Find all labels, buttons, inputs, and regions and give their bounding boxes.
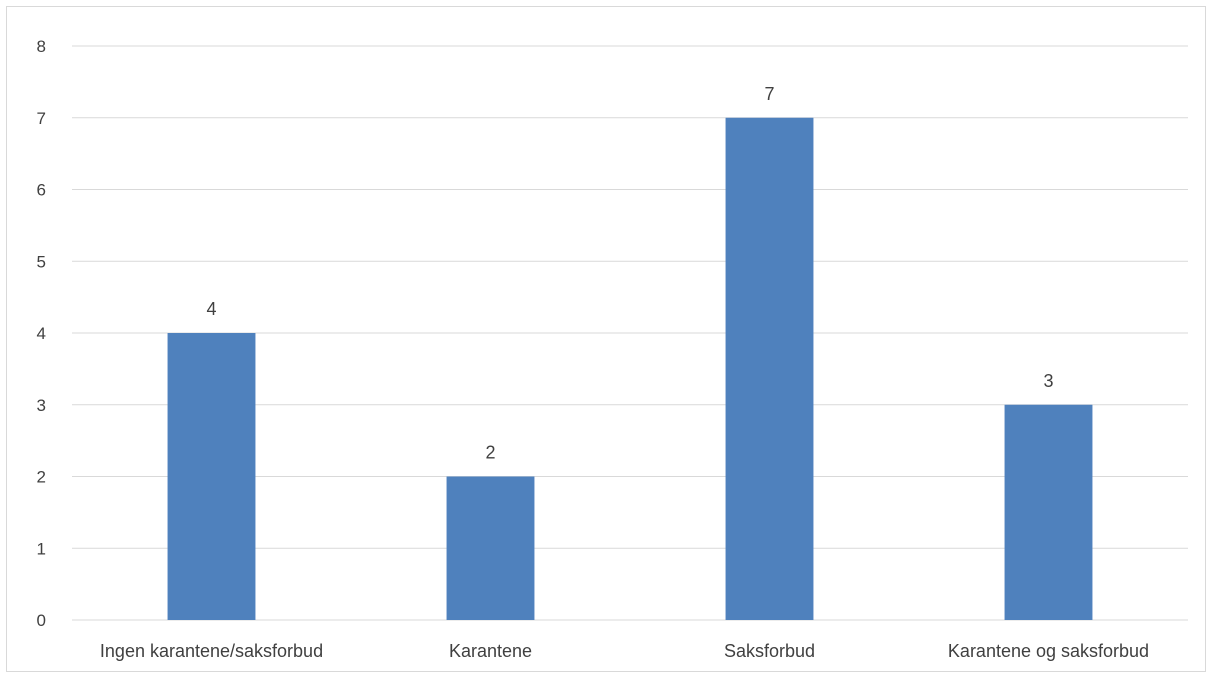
y-tick-label: 1	[37, 539, 46, 558]
category-label-0: Ingen karantene/saksforbud	[100, 641, 323, 661]
y-tick-label: 0	[37, 611, 46, 630]
bar-0	[167, 333, 256, 620]
category-label-3: Karantene og saksforbud	[948, 641, 1149, 661]
bar-1	[446, 476, 535, 620]
x-axis-categories: Ingen karantene/saksforbud Karantene Saksf…	[100, 641, 1149, 661]
gridlines	[72, 45, 1188, 621]
y-tick-label: 7	[37, 109, 46, 128]
y-tick-label: 5	[37, 252, 46, 271]
y-tick-label: 3	[37, 396, 46, 415]
bar-2	[725, 117, 814, 620]
data-label-2: 7	[764, 84, 774, 104]
bar-3	[1004, 404, 1093, 620]
y-tick-label: 2	[37, 468, 46, 487]
data-label-1: 2	[485, 443, 495, 463]
y-tick-label: 8	[37, 37, 46, 56]
y-tick-label: 6	[37, 181, 46, 200]
y-tick-label: 4	[37, 324, 46, 343]
data-label-0: 4	[206, 299, 216, 319]
bars	[167, 117, 1093, 620]
data-labels: 4 2 7 3	[206, 84, 1053, 463]
data-label-3: 3	[1043, 371, 1053, 391]
category-label-2: Saksforbud	[724, 641, 815, 661]
y-axis-ticks: 0 1 2 3 4 5 6 7 8	[37, 37, 46, 630]
category-label-1: Karantene	[449, 641, 532, 661]
